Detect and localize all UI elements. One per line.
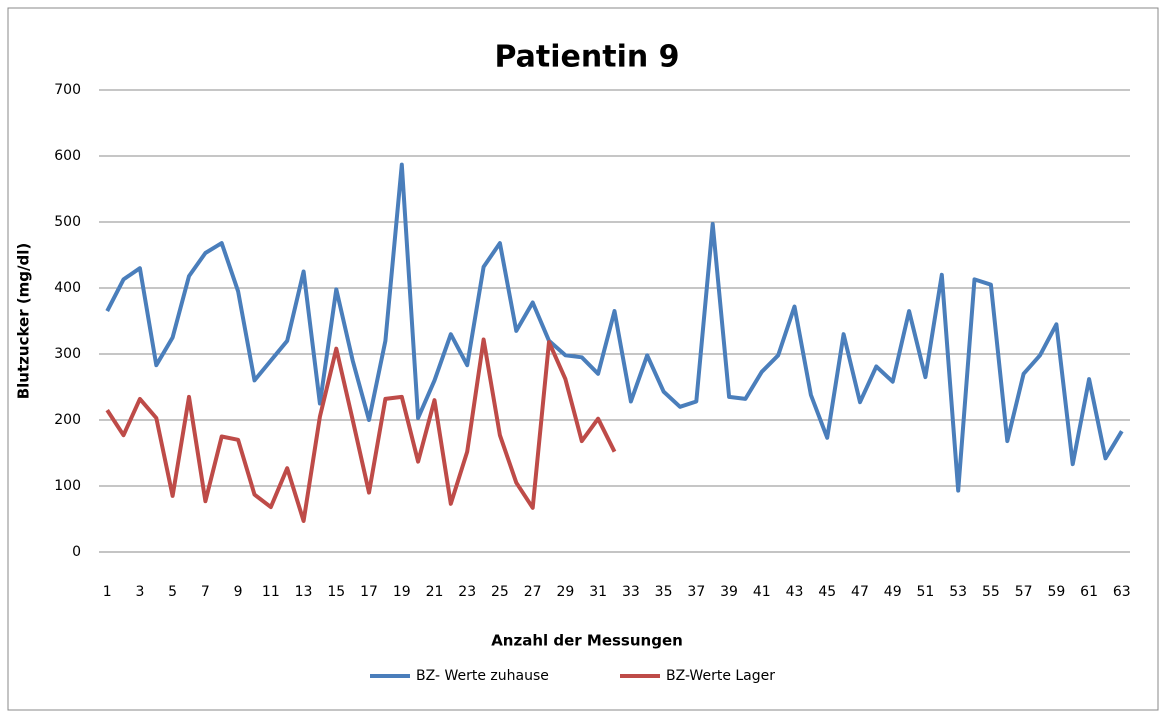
x-tick-label: 3 bbox=[135, 584, 144, 600]
y-tick-label: 200 bbox=[54, 412, 81, 428]
x-tick-label: 45 bbox=[818, 584, 836, 600]
x-tick-label: 37 bbox=[687, 584, 705, 600]
x-tick-label: 11 bbox=[262, 584, 280, 600]
x-tick-label: 43 bbox=[786, 584, 804, 600]
y-tick-label: 0 bbox=[72, 544, 81, 560]
x-tick-label: 63 bbox=[1113, 584, 1131, 600]
y-tick-label: 500 bbox=[54, 214, 81, 230]
x-tick-label: 13 bbox=[295, 584, 313, 600]
y-tick-label: 300 bbox=[54, 346, 81, 362]
x-tick-label: 25 bbox=[491, 584, 509, 600]
x-tick-label: 7 bbox=[201, 584, 210, 600]
x-tick-label: 15 bbox=[327, 584, 345, 600]
x-tick-label: 33 bbox=[622, 584, 640, 600]
legend-label: BZ-Werte Lager bbox=[666, 668, 775, 684]
x-tick-label: 41 bbox=[753, 584, 771, 600]
x-tick-label: 49 bbox=[884, 584, 902, 600]
x-tick-label: 9 bbox=[234, 584, 243, 600]
x-axis-label: Anzahl der Messungen bbox=[491, 632, 683, 650]
x-tick-label: 61 bbox=[1080, 584, 1098, 600]
x-tick-label: 31 bbox=[589, 584, 607, 600]
x-tick-label: 29 bbox=[556, 584, 574, 600]
series-line bbox=[105, 337, 617, 523]
x-tick-label: 17 bbox=[360, 584, 378, 600]
chart-title: Patientin 9 bbox=[494, 40, 679, 75]
y-tick-label: 600 bbox=[54, 148, 81, 164]
y-tick-label: 100 bbox=[54, 478, 81, 494]
x-tick-label: 55 bbox=[982, 584, 1000, 600]
x-tick-label: 57 bbox=[1015, 584, 1033, 600]
legend-label: BZ- Werte zuhause bbox=[416, 668, 549, 684]
x-tick-label: 59 bbox=[1047, 584, 1065, 600]
x-tick-label: 27 bbox=[524, 584, 542, 600]
x-tick-label: 1 bbox=[103, 584, 112, 600]
x-tick-label: 53 bbox=[949, 584, 967, 600]
y-tick-label: 700 bbox=[54, 82, 81, 98]
x-tick-label: 51 bbox=[917, 584, 935, 600]
x-tick-label: 35 bbox=[655, 584, 673, 600]
y-tick-label: 400 bbox=[54, 280, 81, 296]
x-tick-label: 21 bbox=[426, 584, 444, 600]
x-tick-label: 47 bbox=[851, 584, 869, 600]
x-tick-label: 19 bbox=[393, 584, 411, 600]
x-tick-label: 39 bbox=[720, 584, 738, 600]
x-tick-label: 23 bbox=[458, 584, 476, 600]
series-line bbox=[105, 162, 1124, 493]
y-axis-label: Blutzucker (mg/dl) bbox=[15, 243, 33, 400]
x-tick-label: 5 bbox=[168, 584, 177, 600]
